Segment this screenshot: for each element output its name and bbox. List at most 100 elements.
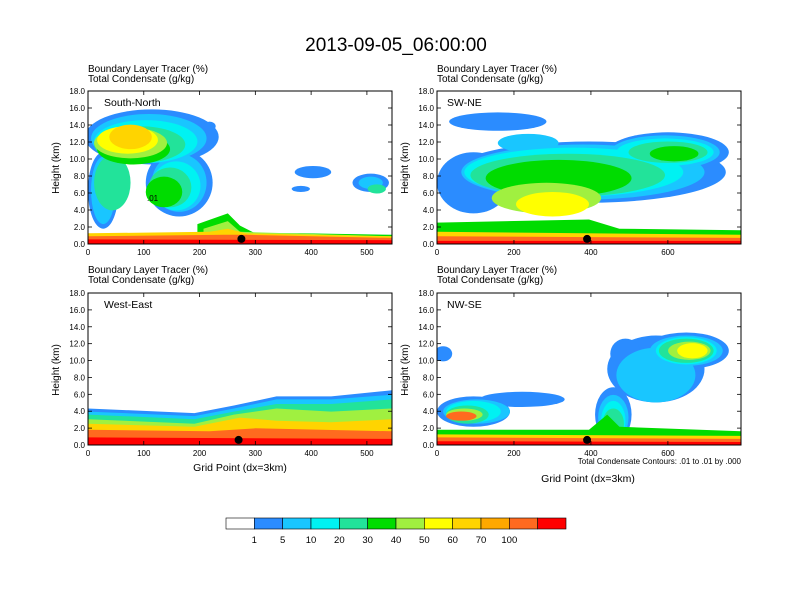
y-tick-label: 12.0 — [69, 138, 85, 147]
x-tick-label: 200 — [507, 449, 521, 458]
x-tick-label: 400 — [304, 248, 318, 257]
y-tick-label: 6.0 — [74, 390, 86, 399]
y-tick-label: 10.0 — [69, 155, 85, 164]
colorbar-label: 10 — [306, 535, 317, 546]
y-tick-label: 18.0 — [418, 289, 434, 298]
plot-frame — [87, 292, 393, 446]
tracer-region — [367, 184, 386, 194]
y-tick-label: 4.0 — [74, 206, 86, 215]
y-tick-label: 6.0 — [74, 189, 86, 198]
y-tick-label: 14.0 — [69, 121, 85, 130]
y-tick-label: 0.0 — [423, 441, 435, 450]
panel-subtitle-tracer: Boundary Layer Tracer (%) — [437, 64, 557, 75]
x-tick-label: 200 — [193, 449, 207, 458]
field-layer — [437, 293, 741, 445]
location-marker — [237, 234, 246, 243]
x-tick-label: 100 — [137, 248, 151, 257]
tracer-region — [677, 343, 708, 359]
tracer-region — [109, 124, 152, 150]
panel-label: South-North — [104, 97, 161, 109]
colorbar-label: 40 — [391, 535, 402, 546]
x-tick-label: 100 — [137, 449, 151, 458]
y-tick-label: 14.0 — [418, 323, 434, 332]
field-layer — [437, 91, 741, 244]
y-tick-label: 18.0 — [69, 87, 85, 96]
colorbar-label: 30 — [362, 535, 373, 546]
y-tick-label: 2.0 — [423, 223, 435, 232]
contour-label: .01 — [147, 194, 159, 203]
colorbar-label: 70 — [476, 535, 487, 546]
x-tick-label: 500 — [360, 449, 374, 458]
x-tick-label: 400 — [584, 449, 598, 458]
tracer-region — [291, 185, 310, 192]
y-tick-label: 12.0 — [69, 340, 85, 349]
tracer-layer — [437, 240, 741, 244]
y-tick-label: 8.0 — [423, 373, 435, 382]
x-tick-label: 200 — [507, 248, 521, 257]
y-axis-label: Height (km) — [51, 344, 62, 396]
y-tick-label: 16.0 — [418, 306, 434, 315]
x-axis-label: Grid Point (dx=3km) — [541, 473, 635, 485]
plot-area: 0.0 2.0 4.0 6.0 8.0 10.0 12.0 14.0 16.0 18.0 0 200 4… — [418, 289, 742, 458]
x-tick-label: 600 — [661, 248, 675, 257]
y-tick-label: 4.0 — [74, 407, 86, 416]
location-marker — [583, 435, 592, 444]
location-marker — [234, 435, 243, 444]
colorbar-label: 100 — [501, 535, 517, 546]
y-tick-label: 8.0 — [74, 172, 86, 181]
panel-label: West-East — [104, 299, 152, 311]
colorbar-label: 50 — [419, 535, 430, 546]
y-axis-label: Height (km) — [400, 142, 411, 194]
colorbar-swatch — [537, 517, 567, 530]
y-tick-label: 0.0 — [423, 240, 435, 249]
y-axis-label: Height (km) — [51, 142, 62, 194]
colorbar-swatch — [282, 517, 312, 530]
y-tick-label: 16.0 — [69, 104, 85, 113]
colorbar-swatch — [310, 517, 340, 530]
tracer-region — [649, 146, 699, 162]
y-tick-label: 12.0 — [418, 138, 434, 147]
y-tick-label: 14.0 — [418, 121, 434, 130]
panel-label: NW-SE — [447, 299, 482, 311]
y-tick-label: 6.0 — [423, 390, 435, 399]
x-tick-label: 0 — [435, 248, 440, 257]
y-tick-label: 8.0 — [423, 172, 435, 181]
panel-sw-ne: Boundary Layer Tracer (%) Total Condensa… — [400, 64, 742, 257]
colorbar-swatch — [480, 517, 510, 530]
x-tick-label: 400 — [304, 449, 318, 458]
x-tick-label: 600 — [661, 449, 675, 458]
panel-subtitle-condensate: Total Condensate (g/kg) — [88, 275, 194, 286]
tracer-region — [516, 191, 590, 217]
y-axis-label: Height (km) — [400, 344, 411, 396]
panel-subtitle-tracer: Boundary Layer Tracer (%) — [88, 64, 208, 75]
y-tick-label: 18.0 — [69, 289, 85, 298]
y-tick-label: 16.0 — [69, 306, 85, 315]
panel-subtitle-condensate: Total Condensate (g/kg) — [437, 275, 543, 286]
x-tick-label: 0 — [86, 248, 91, 257]
plot-area: 0.0 2.0 4.0 6.0 8.0 10.0 12.0 14.0 16.0 18.0 0 100 2… — [69, 87, 393, 257]
tracer-region — [446, 411, 477, 421]
tracer-region — [145, 176, 183, 208]
y-tick-label: 8.0 — [74, 373, 86, 382]
colorbar-swatch — [395, 517, 425, 530]
y-tick-label: 2.0 — [74, 424, 86, 433]
colorbar-swatch — [452, 517, 482, 530]
y-tick-label: 16.0 — [418, 104, 434, 113]
field-layer — [88, 293, 392, 445]
x-tick-label: 0 — [86, 449, 91, 458]
location-marker — [583, 234, 592, 243]
colorbar-swatch — [424, 517, 453, 530]
tracer-region — [479, 391, 565, 407]
field-layer — [88, 91, 392, 244]
tracer-region — [94, 155, 131, 211]
tracer-region — [449, 112, 547, 131]
colorbar-swatch — [367, 517, 397, 530]
panel-subtitle-condensate: Total Condensate (g/kg) — [437, 74, 543, 85]
panel-subtitle-tracer: Boundary Layer Tracer (%) — [437, 265, 557, 276]
panel-nw-se: Boundary Layer Tracer (%) Total Condensa… — [400, 265, 742, 485]
y-tick-label: 0.0 — [74, 441, 86, 450]
y-tick-label: 0.0 — [74, 240, 86, 249]
y-tick-label: 2.0 — [423, 424, 435, 433]
panel-subtitle-tracer: Boundary Layer Tracer (%) — [88, 265, 208, 276]
